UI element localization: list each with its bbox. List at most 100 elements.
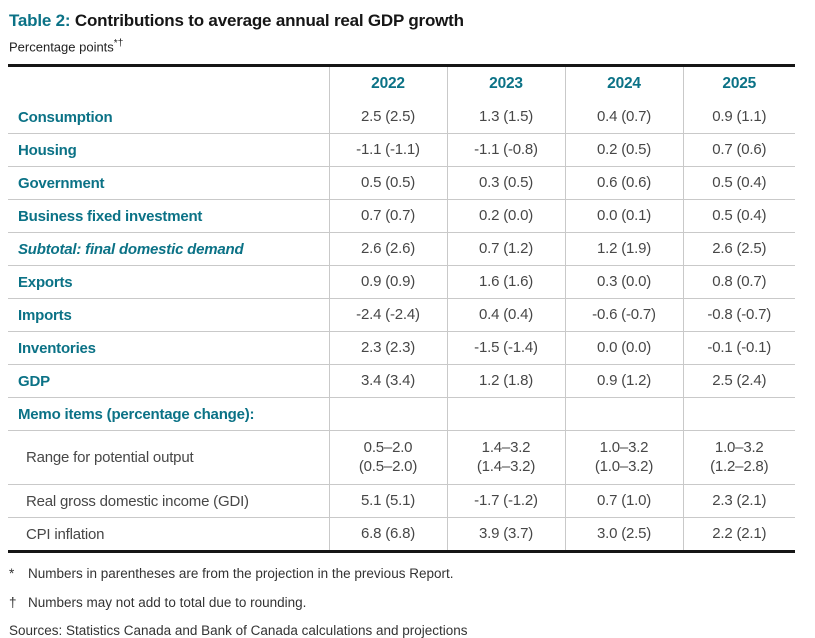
cell-value: 0.0 (0.0) bbox=[564, 331, 683, 366]
footnote: † Numbers may not add to total due to rou… bbox=[9, 595, 806, 611]
row-label: Government bbox=[8, 166, 329, 201]
cell-value: 0.9 (1.1) bbox=[682, 101, 795, 135]
cell-value bbox=[328, 397, 447, 432]
cell-value: 6.8 (6.8) bbox=[328, 517, 447, 552]
subtitle-footnote-markers: *† bbox=[113, 38, 124, 49]
cell-value: 0.2 (0.0) bbox=[446, 199, 565, 234]
cell-value: -0.8 (-0.7) bbox=[682, 298, 795, 333]
row-label: Inventories bbox=[8, 331, 329, 366]
cell-value: 3.4 (3.4) bbox=[328, 364, 447, 399]
footnote: * Numbers in parentheses are from the pro… bbox=[9, 566, 806, 582]
cell-value: 0.5 (0.4) bbox=[682, 199, 795, 234]
row-label: Subtotal: final domestic demand bbox=[8, 232, 329, 267]
table-row: Government 0.5 (0.5) 0.3 (0.5) 0.6 (0.6) 0.5… bbox=[8, 166, 795, 201]
cell-value bbox=[564, 397, 683, 432]
cell-value: 2.3 (2.3) bbox=[328, 331, 447, 366]
cell-value: 0.9 (1.2) bbox=[564, 364, 683, 399]
table-row: CPI inflation 6.8 (6.8) 3.9 (3.7) 3.0 (2.5)… bbox=[8, 517, 795, 552]
row-label: Exports bbox=[8, 265, 329, 300]
cell-value: 1.2 (1.9) bbox=[564, 232, 683, 267]
footnote-text: Numbers may not add to total due to roun… bbox=[28, 594, 307, 610]
row-label: Housing bbox=[8, 133, 329, 168]
row-label: Memo items (percentage change): bbox=[8, 397, 329, 432]
cell-value bbox=[682, 397, 795, 432]
cell-value: -1.7 (-1.2) bbox=[446, 484, 565, 519]
cell-value: -0.6 (-0.7) bbox=[564, 298, 683, 333]
footnotes: * Numbers in parentheses are from the pro… bbox=[9, 566, 806, 610]
table-row: Inventories 2.3 (2.3) -1.5 (-1.4) 0.0 (0.0)… bbox=[8, 331, 795, 366]
footnote-marker: † bbox=[9, 594, 17, 610]
table-number: Table 2: bbox=[9, 11, 71, 30]
cell-value: 0.9 (0.9) bbox=[328, 265, 447, 300]
cell-value: 1.2 (1.8) bbox=[446, 364, 565, 399]
cell-value: -1.5 (-1.4) bbox=[446, 331, 565, 366]
cell-value: 0.3 (0.5) bbox=[446, 166, 565, 201]
table-row: Housing -1.1 (-1.1) -1.1 (-0.8) 0.2 (0.5) 0.… bbox=[8, 133, 795, 168]
column-header-year: 2025 bbox=[682, 65, 795, 102]
table-row: Exports 0.9 (0.9) 1.6 (1.6) 0.3 (0.0) 0.8 (0… bbox=[8, 265, 795, 300]
cell-value: 0.8 (0.7) bbox=[682, 265, 795, 300]
cell-value: -2.4 (-2.4) bbox=[328, 298, 447, 333]
cell-value: 0.7 (0.7) bbox=[328, 199, 447, 234]
cell-value: -0.1 (-0.1) bbox=[682, 331, 795, 366]
cell-value: 0.5 (0.5) bbox=[328, 166, 447, 201]
cell-value bbox=[446, 397, 565, 432]
table-row: Memo items (percentage change): bbox=[8, 397, 795, 432]
table-row: Subtotal: final domestic demand 2.6 (2.6)… bbox=[8, 232, 795, 267]
table-title-text: Contributions to average annual real GDP… bbox=[74, 11, 464, 30]
cell-value: 2.6 (2.5) bbox=[682, 232, 795, 267]
subtitle-text: Percentage points bbox=[9, 39, 114, 55]
table-body: Consumption 2.5 (2.5) 1.3 (1.5) 0.4 (0.7) 0.… bbox=[8, 101, 795, 552]
cell-value: -1.1 (-1.1) bbox=[328, 133, 447, 168]
table-header-row: 2022 2023 2024 2025 bbox=[8, 65, 795, 102]
footnote-text: Numbers in parentheses are from the proj… bbox=[28, 566, 454, 582]
cell-value: 0.4 (0.4) bbox=[446, 298, 565, 333]
page-title: Table 2: Contributions to average annual… bbox=[9, 11, 806, 31]
cell-value: 2.2 (2.1) bbox=[682, 517, 795, 552]
cell-value: 3.0 (2.5) bbox=[564, 517, 683, 552]
row-label: Range for potential output bbox=[8, 430, 329, 486]
cell-value: 0.0 (0.1) bbox=[564, 199, 683, 234]
cell-value: 0.5 (0.4) bbox=[682, 166, 795, 201]
table-row: GDP 3.4 (3.4) 1.2 (1.8) 0.9 (1.2) 2.5 (2.4) bbox=[8, 364, 795, 399]
cell-value: 0.7 (0.6) bbox=[682, 133, 795, 168]
gdp-contributions-table: 2022 2023 2024 2025 Consumption 2.5 (2.5) 1.3… bbox=[8, 64, 795, 554]
cell-value: 1.0–3.2 (1.2–2.8) bbox=[682, 430, 795, 486]
header-corner-cell bbox=[8, 66, 329, 102]
table-row: Consumption 2.5 (2.5) 1.3 (1.5) 0.4 (0.7) 0.… bbox=[8, 101, 795, 135]
cell-value: 1.4–3.2 (1.4–3.2) bbox=[446, 430, 565, 486]
cell-value: 2.6 (2.6) bbox=[328, 232, 447, 267]
row-label: Business fixed investment bbox=[8, 199, 329, 234]
row-label: Consumption bbox=[8, 101, 329, 135]
cell-value: 0.2 (0.5) bbox=[564, 133, 683, 168]
cell-value: 1.3 (1.5) bbox=[446, 101, 565, 135]
column-header-year: 2022 bbox=[328, 65, 447, 102]
column-header-year: 2023 bbox=[446, 65, 565, 102]
table-row: Range for potential output 0.5–2.0 (0.5–2… bbox=[8, 430, 795, 486]
cell-value: 0.7 (1.0) bbox=[564, 484, 683, 519]
cell-value: 3.9 (3.7) bbox=[446, 517, 565, 552]
row-label: GDP bbox=[8, 364, 329, 399]
column-header-year: 2024 bbox=[564, 65, 683, 102]
cell-value: 0.4 (0.7) bbox=[564, 101, 683, 135]
row-label: Real gross domestic income (GDI) bbox=[8, 484, 329, 519]
page-subtitle: Percentage points*† bbox=[9, 38, 806, 54]
cell-value: 1.6 (1.6) bbox=[446, 265, 565, 300]
cell-value: 2.3 (2.1) bbox=[682, 484, 795, 519]
cell-value: 0.6 (0.6) bbox=[564, 166, 683, 201]
cell-value: 0.3 (0.0) bbox=[564, 265, 683, 300]
cell-value: 1.0–3.2 (1.0–3.2) bbox=[564, 430, 683, 486]
table-row: Real gross domestic income (GDI) 5.1 (5.1… bbox=[8, 484, 795, 519]
footnote-marker: * bbox=[9, 566, 15, 582]
cell-value: 0.5–2.0 (0.5–2.0) bbox=[328, 430, 447, 486]
cell-value: 2.5 (2.5) bbox=[328, 101, 447, 135]
table-row: Business fixed investment 0.7 (0.7) 0.2 (0… bbox=[8, 199, 795, 234]
cell-value: -1.1 (-0.8) bbox=[446, 133, 565, 168]
cell-value: 2.5 (2.4) bbox=[682, 364, 795, 399]
cell-value: 5.1 (5.1) bbox=[328, 484, 447, 519]
table-row: Imports -2.4 (-2.4) 0.4 (0.4) -0.6 (-0.7) -0… bbox=[8, 298, 795, 333]
row-label: Imports bbox=[8, 298, 329, 333]
row-label: CPI inflation bbox=[26, 525, 105, 543]
cell-value: 0.7 (1.2) bbox=[446, 232, 565, 267]
